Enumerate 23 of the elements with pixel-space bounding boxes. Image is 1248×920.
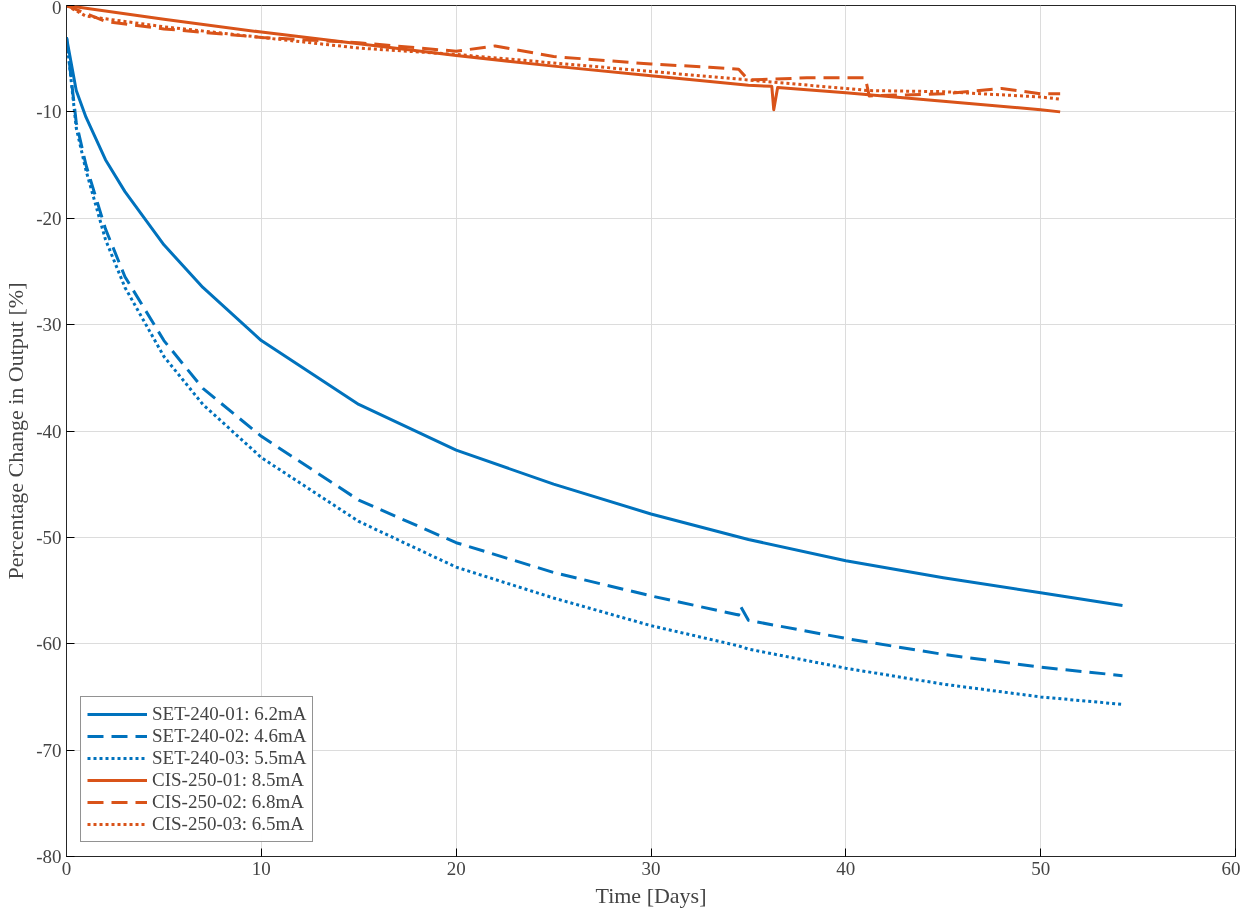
y-tick-label: -10 [36, 101, 62, 123]
legend-label: SET-240-02: 4.6mA [152, 725, 307, 747]
legend-label: CIS-250-02: 6.8mA [152, 791, 304, 813]
x-axis-title: Time [Days] [595, 882, 707, 908]
y-tick-label: -80 [36, 846, 62, 867]
y-tick-label: -60 [36, 633, 62, 655]
x-tick-label: 60 [1221, 857, 1241, 879]
legend-label: CIS-250-01: 8.5mA [152, 769, 304, 791]
y-tick-label: -40 [36, 420, 62, 442]
y-axis-title: Percentage Change in Output [%] [3, 282, 29, 580]
y-tick-label: -30 [36, 314, 62, 336]
x-tick-label: 50 [1031, 857, 1051, 879]
legend-label: SET-240-01: 6.2mA [152, 703, 307, 725]
legend-label: SET-240-03: 5.5mA [152, 747, 307, 769]
x-tick-label: 20 [446, 857, 466, 879]
x-tick-label: 10 [251, 857, 271, 879]
x-tick-label: 30 [641, 857, 661, 879]
y-tick-label: -70 [36, 739, 62, 761]
y-tick-label: 0 [52, 0, 62, 18]
legend-label: CIS-250-03: 6.5mA [152, 813, 304, 835]
y-tick-label: -20 [36, 207, 62, 229]
y-tick-label: -50 [36, 526, 62, 548]
x-tick-label: 40 [836, 857, 856, 879]
